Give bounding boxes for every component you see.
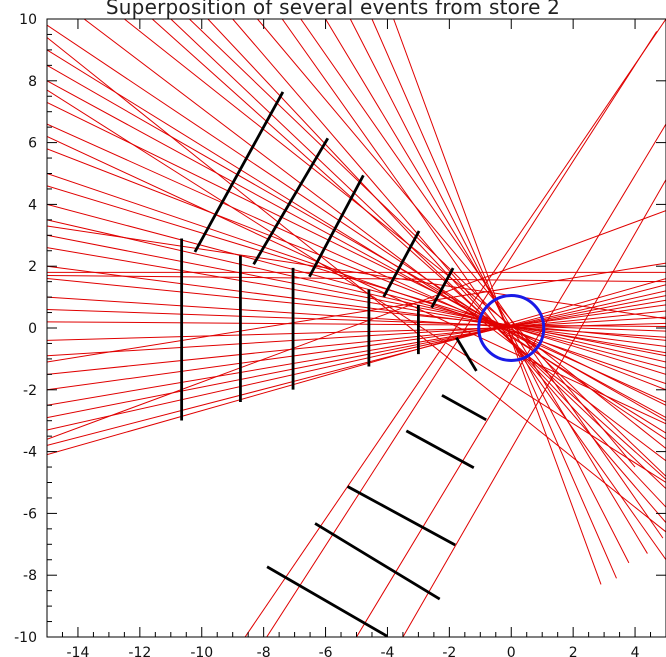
track-line-34 <box>189 19 666 477</box>
track-line-44 <box>47 37 666 533</box>
y-tick-label-7: 2 <box>28 259 37 275</box>
detector-segment-16 <box>266 565 388 637</box>
track-line-17 <box>47 308 666 332</box>
track-line-7 <box>47 148 666 391</box>
detector-segment-13 <box>405 429 475 469</box>
x-tick-label-7: -2 <box>442 645 456 657</box>
detector-segment-8 <box>308 174 365 278</box>
tracks-layer <box>47 19 666 637</box>
track-line-16 <box>47 296 666 338</box>
target-circle-layer <box>477 294 546 362</box>
track-line-20 <box>47 316 666 357</box>
track-line-49 <box>266 31 658 637</box>
x-tick-label-3: -10 <box>190 645 213 657</box>
track-line-13 <box>47 247 666 354</box>
y-tick-label-5: -2 <box>23 383 37 399</box>
detector-segment-15 <box>314 522 441 601</box>
track-line-26 <box>47 284 666 446</box>
track-line-48 <box>47 262 666 363</box>
track-line-15 <box>47 278 666 341</box>
track-line-24 <box>47 295 666 419</box>
track-line-27 <box>47 278 666 456</box>
x-tick-label-5: -6 <box>319 645 333 657</box>
track-line-43 <box>393 19 602 585</box>
track-line-37 <box>257 19 636 468</box>
track-line-21 <box>47 310 666 375</box>
track-line-1 <box>47 24 666 440</box>
track-line-14 <box>47 265 666 348</box>
detector-segment-7 <box>252 137 330 266</box>
track-line-33 <box>170 19 666 490</box>
y-tick-label-8: 4 <box>28 197 37 213</box>
track-line-45 <box>47 135 666 425</box>
track-line-6 <box>47 123 666 403</box>
track-line-31 <box>124 19 666 449</box>
axis-labels-layer: -14 -12 -10 -8 -6 -4 -2 0 2 4 -10 -8 -6 -4 -2 0 2 4 6 8 10 <box>14 12 639 657</box>
detector-segment-9 <box>382 230 421 298</box>
x-tick-label-10: 4 <box>631 645 640 657</box>
y-tick-label-9: 6 <box>28 136 37 152</box>
track-line-23 <box>47 299 666 406</box>
track-line-18 <box>47 321 666 327</box>
y-tick-label-6: 0 <box>28 321 37 337</box>
track-line-51 <box>244 19 666 637</box>
track-line-40 <box>325 19 648 554</box>
detector-segment-10 <box>430 267 455 309</box>
track-line-2 <box>47 49 666 434</box>
track-line-4 <box>47 80 666 419</box>
detector-segment-14 <box>346 485 456 547</box>
x-tick-label-6: -4 <box>380 645 394 657</box>
y-tick-label-10: 8 <box>28 74 37 90</box>
y-tick-label-4: -4 <box>23 445 37 461</box>
track-line-38 <box>281 19 666 561</box>
track-line-47 <box>47 225 666 320</box>
track-line-19 <box>47 322 666 341</box>
y-tick-label-2: -8 <box>23 568 37 584</box>
track-line-53 <box>47 210 666 440</box>
x-tick-label-8: 0 <box>507 645 516 657</box>
detector-segment-11 <box>455 336 478 372</box>
track-line-25 <box>47 290 666 431</box>
track-line-52 <box>402 179 666 637</box>
track-line-35 <box>207 19 666 508</box>
track-line-30 <box>83 19 666 462</box>
track-line-12 <box>47 234 666 357</box>
y-tick-label-1: -10 <box>14 630 37 646</box>
x-tick-label-4: -8 <box>257 645 271 657</box>
track-line-29 <box>47 274 666 283</box>
track-line-5 <box>47 101 666 406</box>
x-tick-label-9: 2 <box>569 645 578 657</box>
track-line-11 <box>47 219 666 363</box>
track-line-22 <box>47 304 666 391</box>
detector-segment-6 <box>193 91 285 253</box>
track-line-46 <box>47 89 666 483</box>
y-tick-label-3: -6 <box>23 506 37 522</box>
detector-segment-12 <box>441 394 487 422</box>
x-tick-label-1: -14 <box>67 645 90 657</box>
track-line-50 <box>356 123 666 637</box>
x-tick-label-2: -12 <box>128 645 151 657</box>
y-tick-label-11: 10 <box>19 12 37 28</box>
axis-ticks-layer <box>46 18 666 638</box>
target-circle <box>477 294 546 362</box>
detectors-layer <box>180 91 487 637</box>
